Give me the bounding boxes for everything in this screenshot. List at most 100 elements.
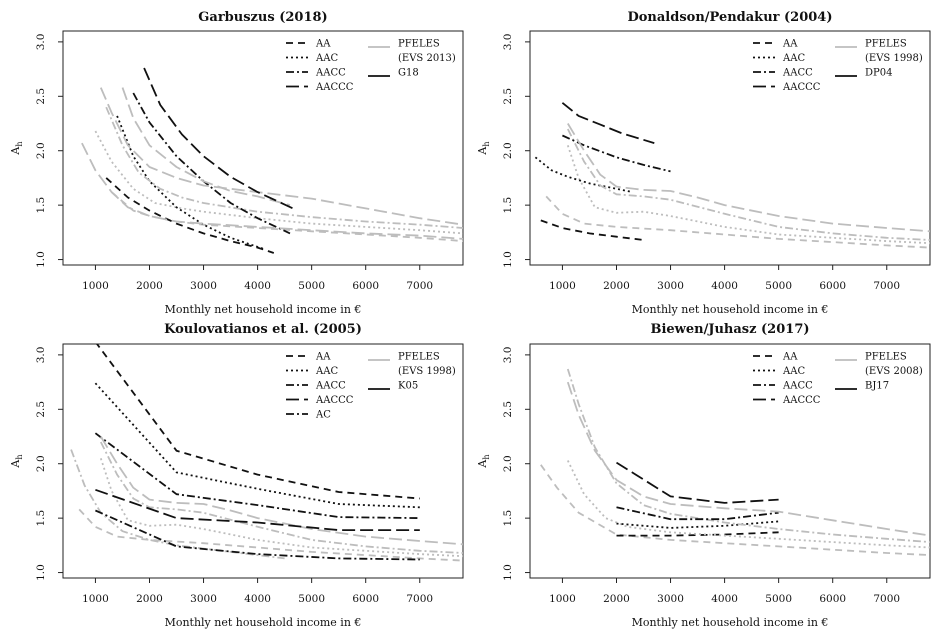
series-line-aacc-pfeles (566, 128, 930, 241)
legend-label-aa: AA (782, 352, 798, 363)
x-tick-label: 1000 (82, 593, 109, 605)
legend-label-evs: (EVS 2008) (865, 366, 923, 377)
series-line-aac-pfeles (566, 460, 930, 549)
panel-biewen-juhasz: Biewen/Juhasz (2017) 1000 2000 3000 4000 5000… (476, 322, 931, 629)
plot-frame (62, 343, 464, 579)
x-tick-label: 4000 (244, 593, 271, 605)
legend-label-aaccc: AACCC (315, 82, 354, 93)
legend-label-pfeles: PFELES (865, 39, 907, 50)
series-line-aac-study (116, 115, 264, 250)
series-line-aacc-study (616, 506, 779, 521)
legend-label-aacc: AACC (782, 68, 813, 79)
panel-garbuszus: Garbuszus (2018) 1000 2000 3000 4000 5000 6000… (9, 10, 464, 316)
legend-label-pfeles: PFELES (398, 352, 440, 363)
y-axis-label-main: A (9, 459, 22, 469)
y-tick-label: 2.5 (35, 401, 47, 418)
y-axis-label-sub: h (482, 454, 491, 459)
legend-label-aacc: AACC (315, 381, 346, 392)
y-tick-label: 1.0 (502, 251, 514, 268)
y-tick-label: 2.5 (35, 88, 47, 105)
legend-label-ac: AC (315, 410, 331, 421)
x-tick-label: 2000 (603, 280, 630, 292)
legend-label-aa: AA (315, 352, 331, 363)
legend-label-pfeles: PFELES (865, 352, 907, 363)
series-line-aa-pfeles (540, 464, 930, 556)
series-line-aa-study (105, 177, 275, 254)
x-tick-label: 4000 (711, 280, 738, 292)
plot-frame (529, 30, 931, 266)
series-line-aa-study (616, 531, 779, 537)
y-axis-label: Ah (9, 141, 24, 155)
plot-frame (62, 30, 464, 266)
series-group (534, 102, 930, 249)
x-tick-label: 1000 (549, 280, 576, 292)
series-line-aa-study (540, 219, 644, 241)
series-group (540, 368, 930, 556)
x-axis-label: Monthly net household income in € (632, 616, 829, 629)
series-group (81, 67, 463, 254)
series-line-aaccc-study (616, 461, 779, 504)
series-line-aaccc-study (95, 488, 420, 531)
y-tick-label: 1.5 (502, 510, 514, 527)
y-tick-label: 3.0 (35, 347, 47, 364)
x-tick-label: 1000 (549, 593, 576, 605)
y-tick-label: 3.0 (35, 34, 47, 51)
y-axis-label-sub: h (15, 141, 24, 146)
legend-label-aac: AAC (782, 53, 805, 64)
series-line-aaccc-pfeles (100, 436, 463, 546)
series-line-aac-study (616, 520, 779, 529)
y-axis-label-sub: h (15, 454, 24, 459)
x-tick-label: 2000 (136, 593, 163, 605)
y-tick-label: 2.0 (502, 455, 514, 472)
series-line-aa-study (95, 344, 420, 500)
y-axis-label: Ah (9, 454, 24, 468)
series-line-aac-study (94, 382, 420, 509)
x-tick-label: 7000 (873, 593, 900, 605)
x-axis-label: Monthly net household income in € (632, 303, 829, 316)
y-tick-label: 1.0 (35, 251, 47, 268)
x-tick-label: 4000 (244, 280, 271, 292)
series-line-ac-study (95, 509, 420, 561)
x-tick-label: 4000 (711, 593, 738, 605)
panel-koulovatianos: Koulovatianos et al. (2005) 1000 2000 3000 4… (9, 322, 464, 629)
panel-title: Garbuszus (2018) (198, 10, 327, 25)
y-tick-label: 2.5 (502, 88, 514, 105)
series-line-aac-pfeles (94, 130, 463, 235)
series-line-aaccc-pfeles (121, 87, 291, 206)
x-tick-label: 5000 (765, 280, 792, 292)
series-line-aaccc-study (143, 67, 296, 211)
legend-label-aaccc: AACCC (782, 82, 821, 93)
x-tick-label: 7000 (406, 280, 433, 292)
plot-frame (529, 343, 931, 579)
y-tick-label: 2.0 (35, 142, 47, 159)
y-tick-label: 2.5 (502, 401, 514, 418)
series-line-aa-pfeles (545, 195, 930, 249)
panel-donaldson-pendakur: Donaldson/Pendakur (2004) 1000 2000 3000 400… (476, 10, 931, 316)
series-line-aaccc-pfeles (567, 123, 930, 233)
y-tick-label: 2.0 (502, 142, 514, 159)
legend-label-evs: (EVS 2013) (398, 53, 456, 64)
legend-label-aac: AAC (782, 366, 805, 377)
legend-label-evs: (EVS 1998) (865, 53, 923, 64)
legend-label-study: BJ17 (865, 381, 889, 392)
legend-label-study: G18 (398, 68, 419, 79)
x-axis-label: Monthly net household income in € (165, 303, 362, 316)
legend-label-aaccc: AACCC (315, 395, 354, 406)
x-tick-label: 7000 (873, 280, 900, 292)
series-line-aac-study (534, 156, 633, 193)
series-line-aacc-pfeles (566, 368, 930, 543)
y-axis-label-sub: h (482, 141, 491, 146)
series-line-aacc-pfeles (105, 106, 463, 229)
series-line-aaccc-pfeles (99, 87, 463, 226)
series-line-aa-pfeles (78, 508, 463, 562)
series-line-ac-pfeles (70, 449, 285, 560)
x-tick-label: 3000 (657, 593, 684, 605)
panel-title: Biewen/Juhasz (2017) (650, 322, 809, 337)
series-line-aaccc-pfeles (566, 381, 930, 537)
legend-label-evs: (EVS 1998) (398, 366, 456, 377)
series-line-aac-pfeles (566, 145, 930, 245)
x-tick-label: 5000 (298, 593, 325, 605)
series-line-aacc-pfeles (99, 441, 463, 554)
x-tick-label: 3000 (190, 280, 217, 292)
series-line-aacc-study (94, 432, 420, 519)
